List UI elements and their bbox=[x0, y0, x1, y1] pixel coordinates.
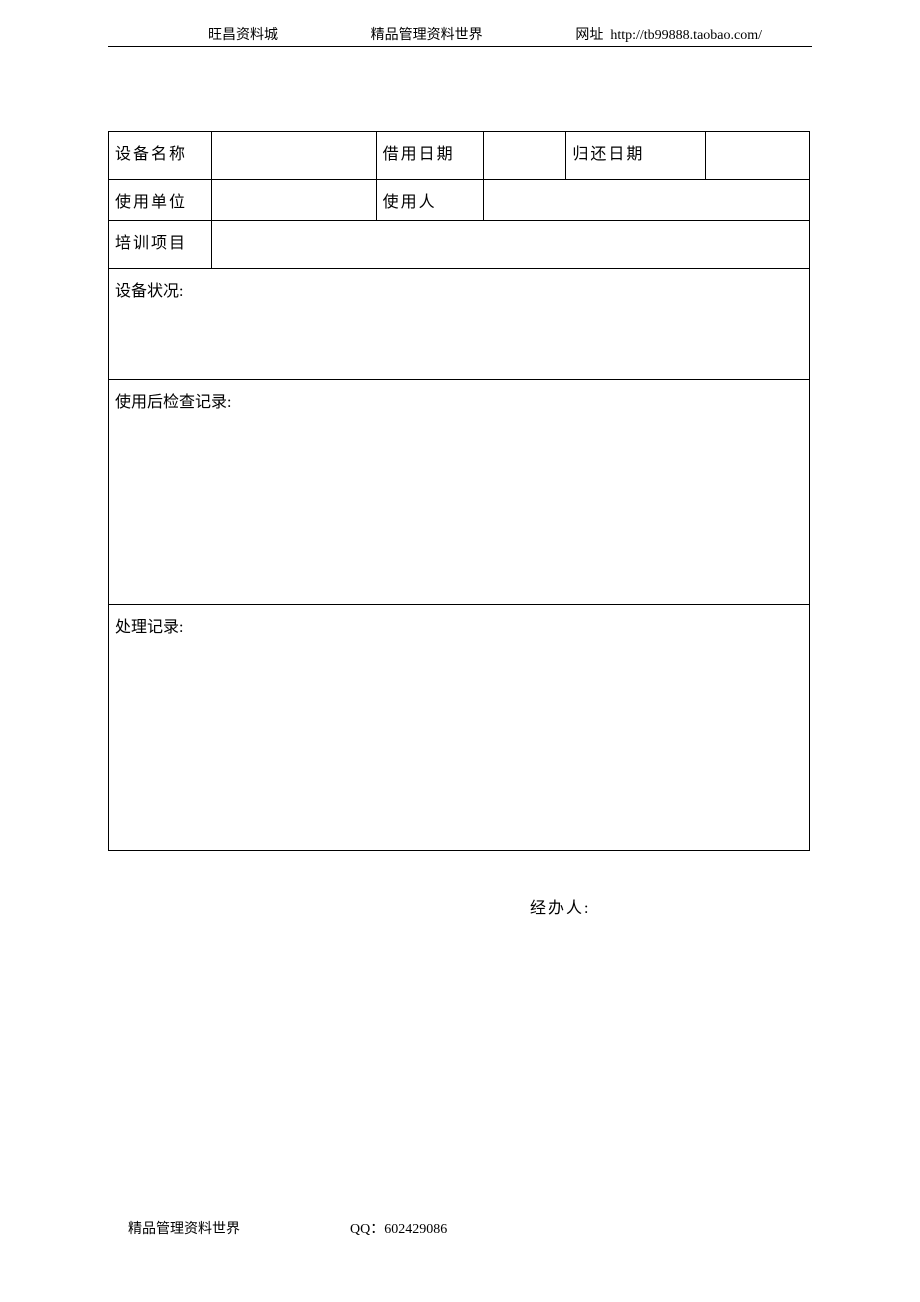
handler-signature: 经办人: bbox=[530, 894, 590, 918]
equipment-name-label: 设备名称 bbox=[109, 132, 212, 180]
footer-left: 精品管理资料世界 bbox=[128, 1218, 240, 1238]
training-item-value bbox=[211, 221, 809, 269]
processing-record-label: 处理记录: bbox=[115, 619, 183, 636]
equipment-name-value bbox=[211, 132, 376, 180]
table-row: 使用后检查记录: bbox=[109, 380, 810, 605]
processing-record-section: 处理记录: bbox=[109, 605, 810, 851]
return-date-value bbox=[706, 132, 810, 180]
using-unit-value bbox=[211, 180, 376, 221]
table-row: 设备状况: bbox=[109, 269, 810, 380]
borrow-date-label: 借用日期 bbox=[376, 132, 484, 180]
header-right: 网址 http://tb99888.taobao.com/ bbox=[575, 24, 762, 44]
header-url-label: 网址 bbox=[575, 28, 603, 43]
footer-right: QQ：602429086 bbox=[350, 1218, 447, 1238]
equipment-status-label: 设备状况: bbox=[115, 283, 183, 300]
post-use-check-label: 使用后检查记录: bbox=[115, 394, 231, 411]
borrow-date-value bbox=[484, 132, 566, 180]
user-label: 使用人 bbox=[376, 180, 484, 221]
using-unit-label: 使用单位 bbox=[109, 180, 212, 221]
header-left: 旺昌资料城 bbox=[208, 24, 278, 44]
table-row: 使用单位 使用人 bbox=[109, 180, 810, 221]
page-footer: 精品管理资料世界 QQ：602429086 bbox=[108, 1218, 812, 1238]
table-row: 处理记录: bbox=[109, 605, 810, 851]
handler-label: 经办人: bbox=[530, 900, 590, 917]
return-date-label: 归还日期 bbox=[566, 132, 706, 180]
table-row: 设备名称 借用日期 归还日期 bbox=[109, 132, 810, 180]
table-row: 培训项目 bbox=[109, 221, 810, 269]
equipment-form-table: 设备名称 借用日期 归还日期 使用单位 使用人 培训项目 设备状况: 使用后检查… bbox=[108, 131, 810, 851]
header-rule bbox=[108, 46, 812, 47]
training-item-label: 培训项目 bbox=[109, 221, 212, 269]
header-center: 精品管理资料世界 bbox=[371, 24, 483, 44]
user-value bbox=[484, 180, 810, 221]
header-url: http://tb99888.taobao.com/ bbox=[610, 28, 762, 43]
post-use-check-section: 使用后检查记录: bbox=[109, 380, 810, 605]
equipment-status-section: 设备状况: bbox=[109, 269, 810, 380]
page-header: 旺昌资料城 精品管理资料世界 网址 http://tb99888.taobao.… bbox=[108, 24, 812, 44]
